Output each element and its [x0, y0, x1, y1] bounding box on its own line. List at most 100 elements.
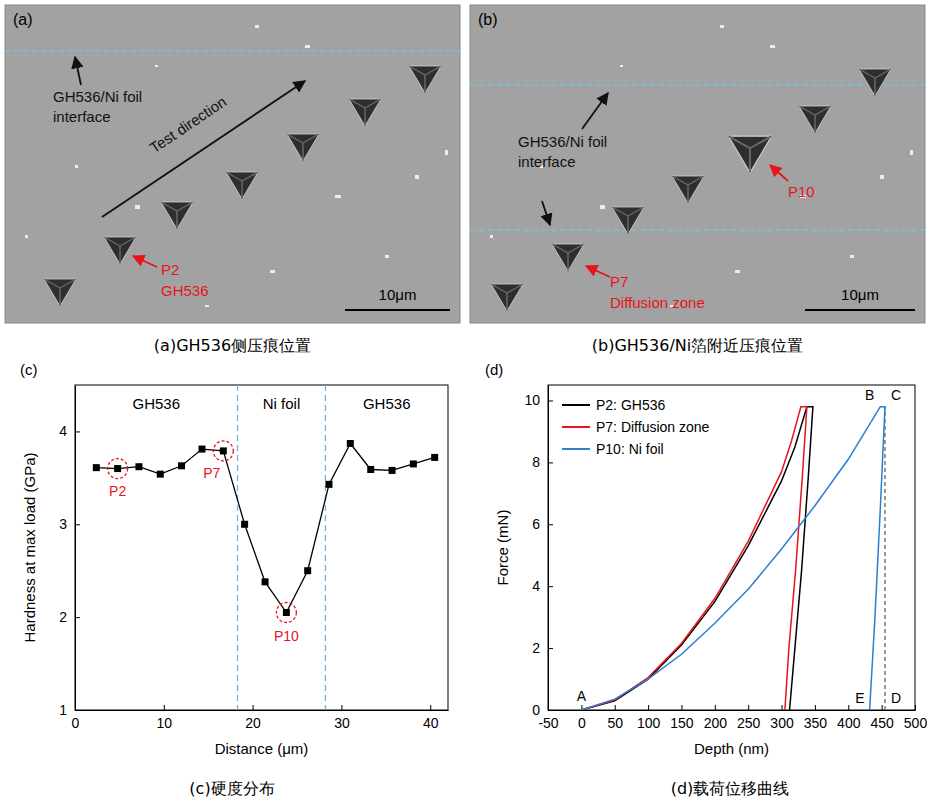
- panel-letter: (c): [20, 361, 38, 378]
- data-point: [347, 440, 354, 447]
- annotation-label: P10: [274, 628, 299, 644]
- tick: 2: [59, 609, 80, 625]
- precipitate: [880, 175, 884, 179]
- tick-mark: [430, 705, 431, 710]
- data-point: [114, 465, 121, 472]
- tick-label: 40: [423, 715, 439, 731]
- tick-label: 4: [59, 423, 67, 439]
- precipitate: [135, 205, 140, 209]
- interface-line: [470, 84, 925, 85]
- tick: 30: [334, 705, 350, 731]
- tick-mark: [164, 705, 165, 710]
- y-axis: 1234: [59, 386, 80, 718]
- plot-frame: [548, 385, 915, 710]
- scale-bar-label: 10μm: [841, 286, 879, 303]
- precipitate: [770, 45, 775, 48]
- point-label: C: [891, 387, 901, 403]
- tick-mark: [341, 705, 342, 710]
- indent: [552, 244, 584, 271]
- tick-label: 10: [524, 392, 540, 408]
- data-point: [241, 521, 248, 528]
- annotation-label: P7: [203, 465, 220, 481]
- point-label: D: [891, 690, 901, 706]
- figure: GH536/Ni foilinterfaceTest directionP2GH…: [0, 0, 930, 806]
- tick-mark: [782, 705, 783, 710]
- interface-label: interface: [518, 153, 576, 170]
- indent: [612, 207, 644, 234]
- chart-d: -500501001502002503003504004505000246810…: [485, 361, 927, 798]
- interface-arrow: [582, 93, 608, 129]
- tick-label: 4: [532, 578, 540, 594]
- indent: [409, 66, 441, 93]
- tick: 20: [245, 705, 261, 731]
- interface-arrow: [75, 57, 81, 85]
- scale-bar: [805, 309, 915, 311]
- precipitate: [335, 195, 341, 198]
- tick-mark: [815, 705, 816, 710]
- indent: [44, 279, 76, 306]
- tick-label: 0: [532, 702, 540, 718]
- data-point: [178, 462, 185, 469]
- point-label: A: [577, 688, 587, 704]
- data-point: [431, 454, 438, 461]
- precipitate: [270, 270, 275, 273]
- region-label: GH536: [132, 395, 180, 412]
- point-label: B: [865, 387, 874, 403]
- precipitate: [385, 255, 389, 258]
- tick-label: 500: [904, 715, 928, 731]
- tick-label: 0: [578, 715, 586, 731]
- plot-area: [93, 385, 438, 710]
- point-label: P7: [610, 273, 628, 290]
- tick-label: 250: [737, 715, 761, 731]
- tick-mark: [748, 705, 749, 710]
- data-point: [157, 471, 164, 478]
- point-label: E: [855, 690, 864, 706]
- tick: 4: [532, 578, 553, 594]
- tick-mark: [882, 705, 883, 710]
- tick-mark: [848, 705, 849, 710]
- tick-mark: [548, 524, 553, 525]
- legend-label: P2: GH536: [596, 397, 665, 413]
- test-direction-label: Test direction: [147, 93, 230, 157]
- tick-label: -50: [538, 715, 558, 731]
- tick-label: 20: [245, 715, 261, 731]
- tick: 10: [157, 705, 173, 731]
- tick-mark: [75, 524, 80, 525]
- precipitate: [720, 25, 724, 28]
- precipitate: [255, 25, 259, 28]
- plot-area: [581, 407, 885, 710]
- indent: [287, 134, 319, 161]
- panel-letter: (a): [13, 11, 33, 28]
- tick: 4: [59, 423, 80, 439]
- tick-label: 150: [670, 715, 694, 731]
- chart-c: 0102030401234Distance (μm)Hardness at ma…: [20, 361, 449, 798]
- caption: (a)GH536侧压痕位置: [154, 336, 311, 355]
- reference-line: [884, 407, 885, 710]
- micrograph: [470, 5, 925, 323]
- precipitate: [445, 150, 448, 155]
- tick-label: 400: [837, 715, 861, 731]
- data-point: [304, 567, 311, 574]
- tick: 450: [870, 705, 894, 731]
- tick-mark: [75, 431, 80, 432]
- precipitate: [910, 150, 913, 155]
- legend-swatch: [562, 404, 590, 406]
- y-axis-title: Hardness at max load (GPa): [21, 452, 38, 642]
- indent: [491, 284, 523, 311]
- micrograph: [5, 5, 460, 323]
- caption: (b)GH536/Ni箔附近压痕位置: [592, 336, 803, 355]
- indent: [672, 176, 704, 203]
- tick: 10: [524, 392, 553, 408]
- precipitate: [620, 65, 623, 67]
- data-point: [367, 466, 374, 473]
- plot-frame: [75, 385, 448, 710]
- micrograph-panel: GH536/Ni foilinterfaceP10P7Diffusion zon…: [470, 5, 925, 355]
- annotation-circle: [276, 603, 296, 623]
- tick-mark: [648, 705, 649, 710]
- tick-label: 3: [59, 516, 67, 532]
- caption: (d)载荷位移曲线: [671, 779, 790, 798]
- scale-bar-label: 10μm: [379, 286, 417, 303]
- data-point: [135, 463, 142, 470]
- precipitate: [25, 235, 28, 238]
- micrograph-panel: GH536/Ni foilinterfaceTest directionP2GH…: [5, 5, 460, 355]
